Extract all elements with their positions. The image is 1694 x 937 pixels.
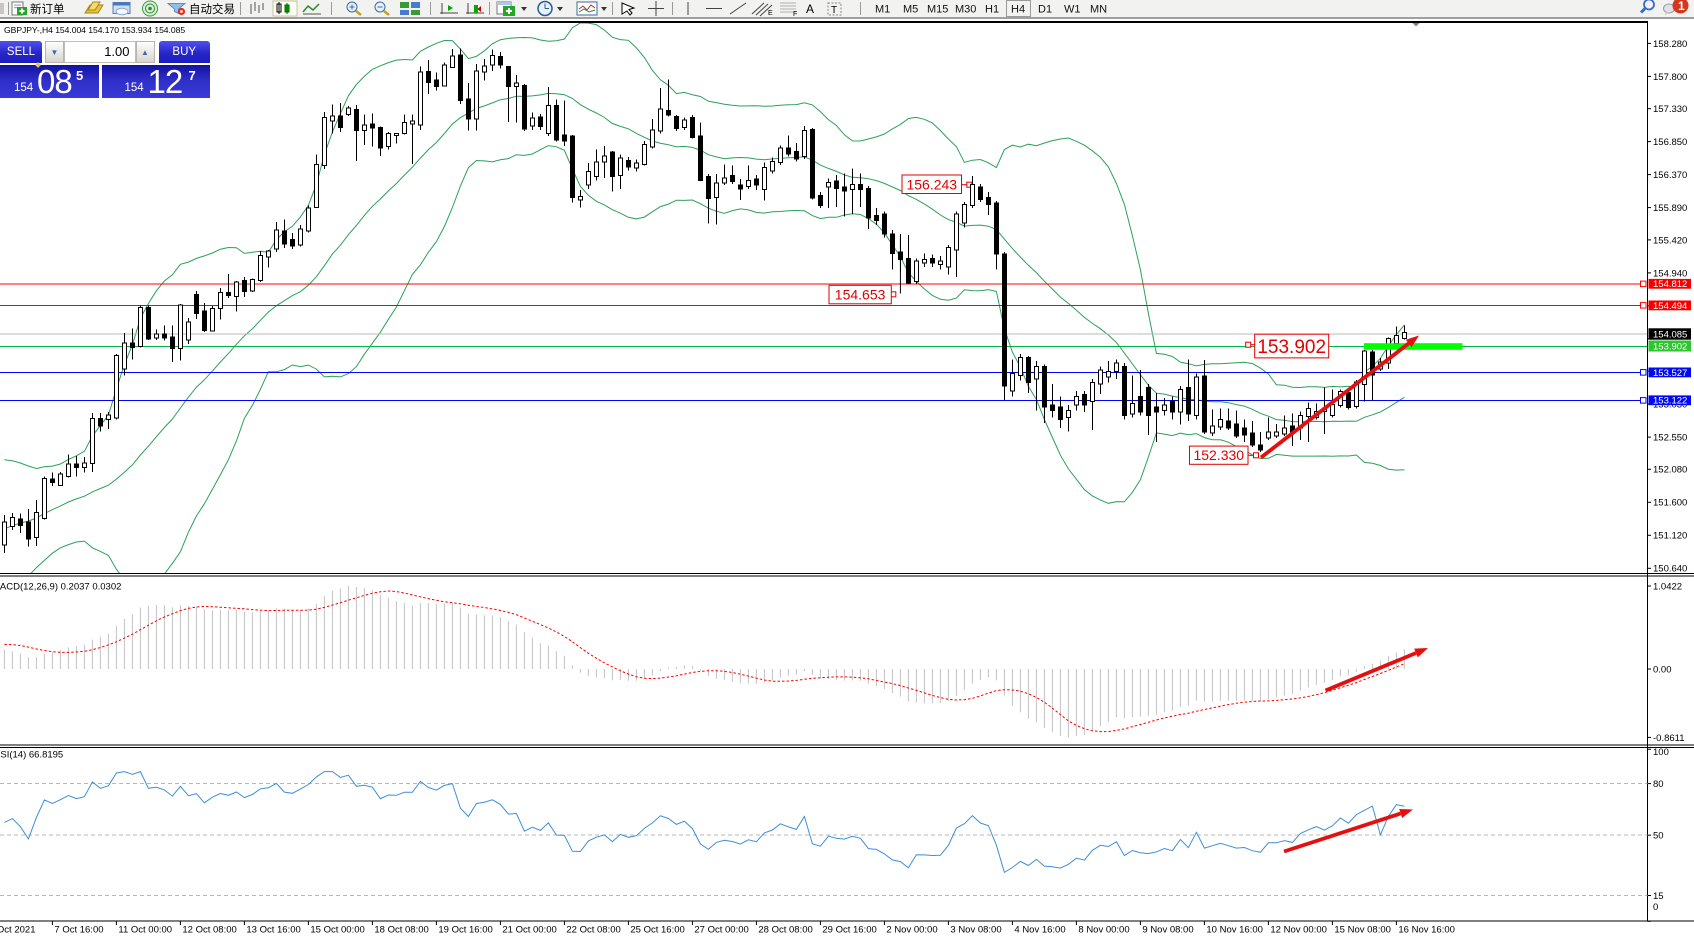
svg-text:11 Oct 00:00: 11 Oct 00:00 [118, 925, 172, 936]
svg-text:GBPJPY-,H4 154.004 154.170 15: GBPJPY-,H4 154.004 154.170 153.934 154.0… [4, 25, 185, 35]
svg-text:157.800: 157.800 [1653, 72, 1687, 83]
svg-text:100: 100 [1653, 747, 1669, 758]
svg-text:158.280: 158.280 [1653, 39, 1687, 50]
svg-text:154.085: 154.085 [1653, 329, 1687, 340]
svg-text:新订单: 新订单 [30, 2, 65, 16]
svg-text:153.122: 153.122 [1653, 396, 1687, 407]
svg-text:0: 0 [1653, 902, 1658, 913]
svg-text:0.00: 0.00 [1653, 664, 1672, 675]
svg-text:21 Oct 00:00: 21 Oct 00:00 [502, 925, 556, 936]
svg-text:-0.8611: -0.8611 [1653, 733, 1685, 744]
svg-text:7 Oct 16:00: 7 Oct 16:00 [54, 925, 103, 936]
svg-text:4 Nov 16:00: 4 Nov 16:00 [1014, 925, 1065, 936]
svg-text:W1: W1 [1064, 4, 1081, 16]
svg-text:12 Nov 00:00: 12 Nov 00:00 [1270, 925, 1327, 936]
svg-text:1.0422: 1.0422 [1653, 581, 1682, 592]
svg-text:154.653: 154.653 [835, 287, 886, 303]
svg-text:8 Nov 00:00: 8 Nov 00:00 [1078, 925, 1129, 936]
svg-text:156.370: 156.370 [1653, 170, 1687, 181]
svg-text:153.902: 153.902 [1653, 341, 1687, 352]
svg-text:M5: M5 [903, 4, 918, 16]
svg-text:9 Nov 08:00: 9 Nov 08:00 [1142, 925, 1193, 936]
svg-text:3 Nov 08:00: 3 Nov 08:00 [950, 925, 1001, 936]
svg-text:RSI(14) 66.8195: RSI(14) 66.8195 [0, 750, 63, 761]
svg-text:13 Oct 16:00: 13 Oct 16:00 [246, 925, 300, 936]
svg-text:M1: M1 [875, 4, 890, 16]
svg-text:28 Oct 08:00: 28 Oct 08:00 [758, 925, 812, 936]
svg-text:80: 80 [1653, 779, 1664, 790]
svg-text:153.902: 153.902 [1257, 337, 1326, 358]
svg-text:A: A [806, 2, 814, 16]
svg-text:12 Oct 08:00: 12 Oct 08:00 [182, 925, 236, 936]
svg-text:F: F [793, 11, 797, 17]
svg-text:156.850: 156.850 [1653, 137, 1687, 148]
svg-text:27 Oct 00:00: 27 Oct 00:00 [694, 925, 748, 936]
svg-text:15 Nov 08:00: 15 Nov 08:00 [1334, 925, 1391, 936]
svg-text:10 Nov 16:00: 10 Nov 16:00 [1206, 925, 1263, 936]
svg-text:151.600: 151.600 [1653, 498, 1687, 509]
svg-text:2 Nov 00:00: 2 Nov 00:00 [886, 925, 937, 936]
svg-text:16 Nov 16:00: 16 Nov 16:00 [1398, 925, 1455, 936]
svg-text:MACD(12,26,9) 0.2037 0.0302: MACD(12,26,9) 0.2037 0.0302 [0, 582, 121, 593]
svg-text:1: 1 [1678, 0, 1685, 13]
svg-text:D1: D1 [1038, 4, 1052, 16]
svg-text:E: E [768, 10, 773, 17]
svg-text:25 Oct 16:00: 25 Oct 16:00 [630, 925, 684, 936]
svg-text:152.330: 152.330 [1193, 447, 1244, 463]
svg-text:152.550: 152.550 [1653, 433, 1687, 444]
svg-text:155.420: 155.420 [1653, 235, 1687, 246]
svg-text:157.330: 157.330 [1653, 104, 1687, 115]
svg-text:T: T [831, 5, 837, 16]
svg-text:6 Oct 2021: 6 Oct 2021 [0, 925, 35, 936]
svg-text:19 Oct 16:00: 19 Oct 16:00 [438, 925, 492, 936]
svg-text:15 Oct 00:00: 15 Oct 00:00 [310, 925, 364, 936]
svg-text:151.120: 151.120 [1653, 531, 1687, 542]
svg-text:50: 50 [1653, 831, 1664, 842]
svg-text:154.494: 154.494 [1653, 301, 1687, 312]
svg-text:29 Oct 16:00: 29 Oct 16:00 [822, 925, 876, 936]
svg-text:H4: H4 [1011, 4, 1025, 16]
svg-text:自动交易: 自动交易 [189, 2, 235, 16]
svg-text:H1: H1 [985, 4, 999, 16]
svg-text:150.640: 150.640 [1653, 564, 1687, 575]
svg-text:156.243: 156.243 [906, 176, 957, 192]
svg-text:18 Oct 08:00: 18 Oct 08:00 [374, 925, 428, 936]
svg-text:22 Oct 08:00: 22 Oct 08:00 [566, 925, 620, 936]
svg-text:155.890: 155.890 [1653, 203, 1687, 214]
svg-text:154.940: 154.940 [1653, 268, 1687, 279]
svg-text:MN: MN [1090, 4, 1107, 16]
svg-text:152.080: 152.080 [1653, 465, 1687, 476]
svg-text:15: 15 [1653, 891, 1664, 902]
svg-text:153.527: 153.527 [1653, 368, 1687, 379]
svg-text:M30: M30 [955, 4, 976, 16]
svg-text:154.812: 154.812 [1653, 279, 1687, 290]
svg-text:M15: M15 [927, 4, 948, 16]
